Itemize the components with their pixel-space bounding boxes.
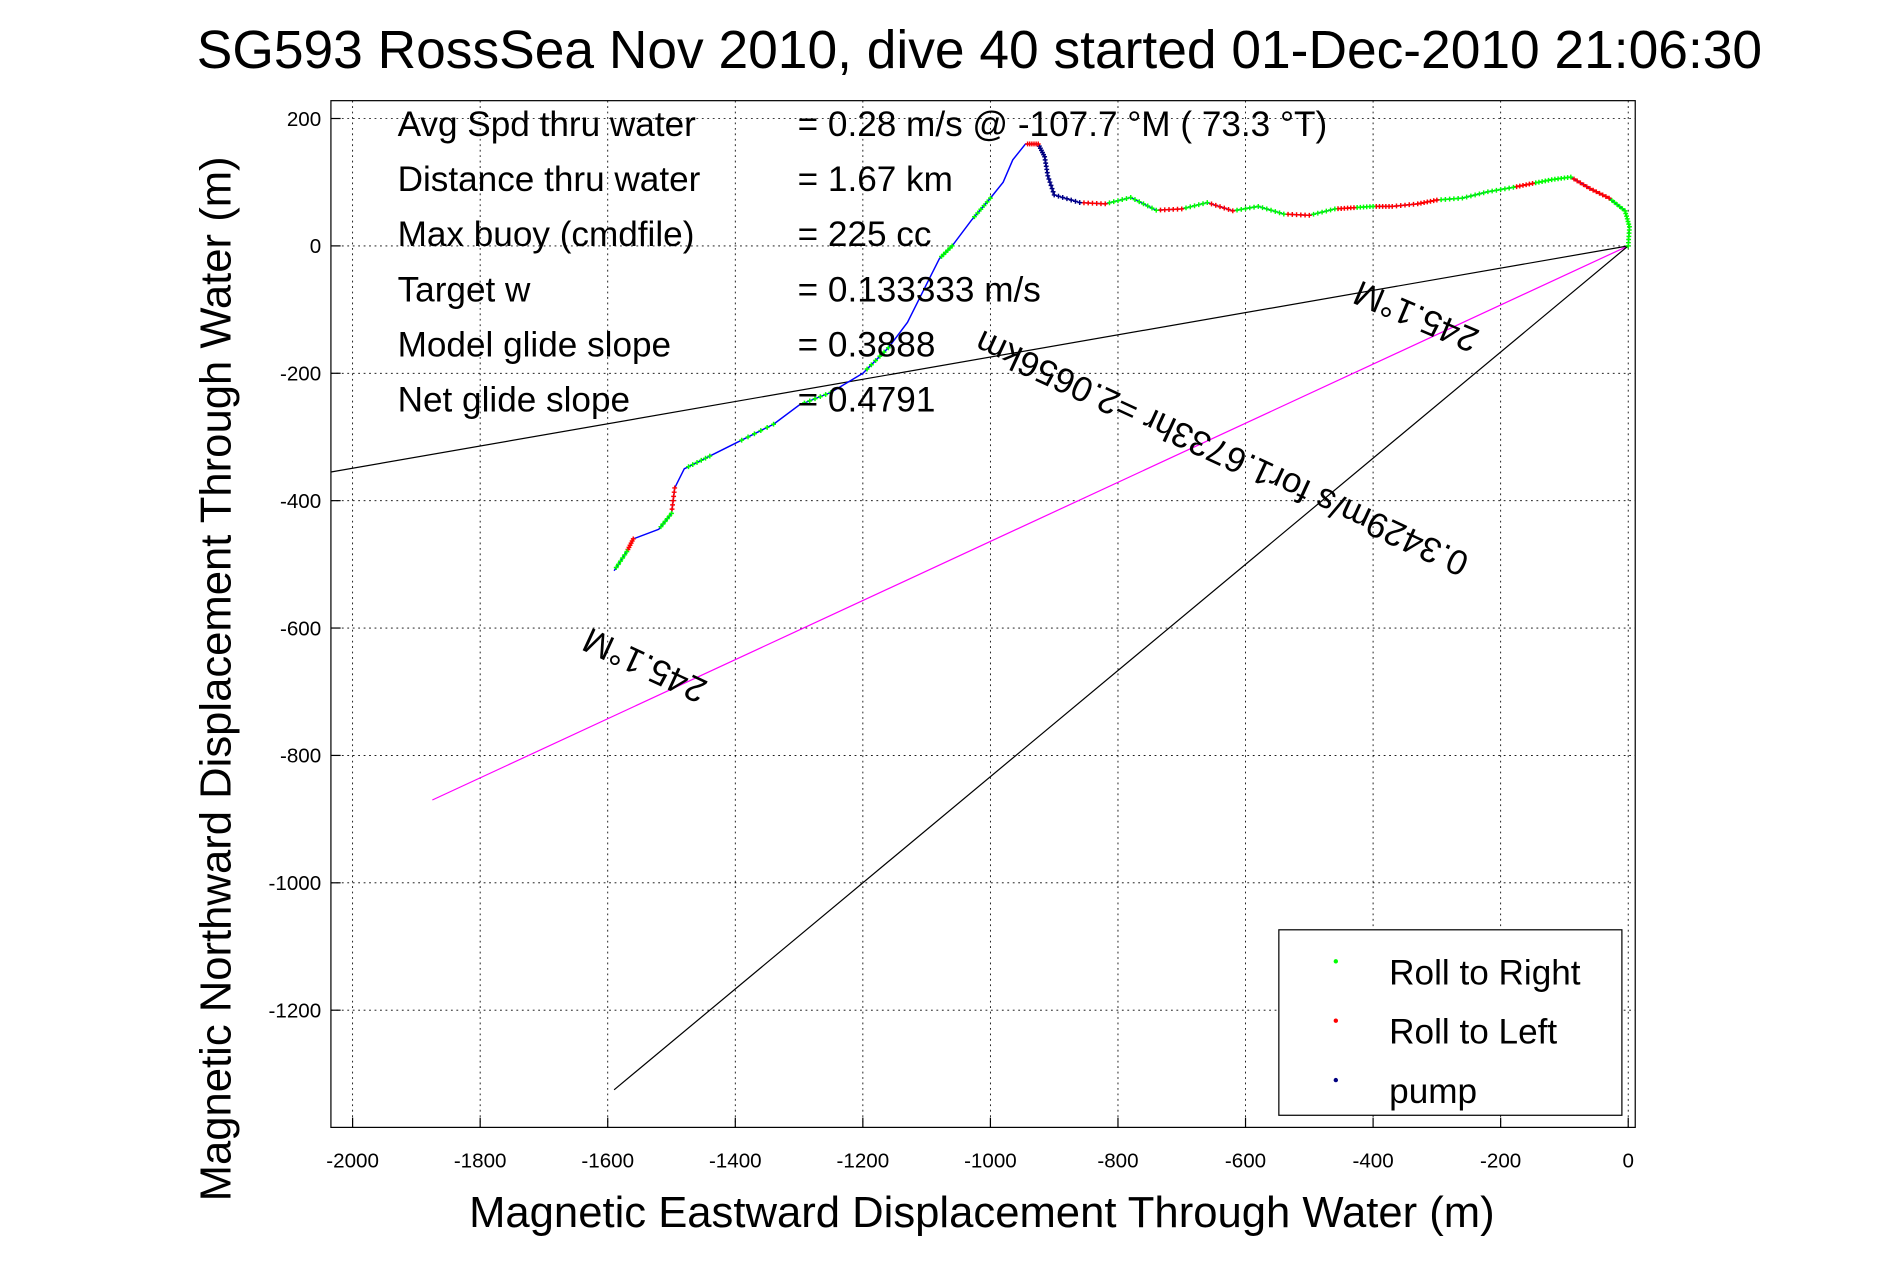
info-label: Net glide slope (398, 381, 630, 420)
current-annotation: 0.3429m/s for1.6733hr =2.0656km (969, 322, 1474, 583)
y-tick-label: -200 (280, 363, 321, 386)
track-marker (1036, 143, 1048, 160)
track-series (613, 141, 1632, 572)
y-tick-label: -1000 (269, 872, 322, 895)
track-marker (1183, 200, 1210, 211)
x-tick-label: -2000 (326, 1149, 379, 1172)
track-marker (939, 243, 955, 259)
info-value: = 0.133333 m/s (798, 270, 1041, 309)
info-value: = 0.3888 (798, 325, 936, 364)
track-marker (1571, 176, 1593, 191)
track-marker (1354, 203, 1376, 210)
track-marker (1311, 206, 1338, 217)
y-axis-ticks: 200 0 -200 -400 -600 -800 -1000 -1200 (269, 108, 341, 1022)
track-marker (1552, 174, 1574, 182)
y-tick-label: -1200 (269, 999, 322, 1022)
track-marker (1046, 176, 1057, 198)
track-marker (1609, 197, 1628, 214)
track-marker (1025, 141, 1041, 147)
track-marker (1107, 195, 1134, 206)
info-text-block: Avg Spd thru water = 0.28 m/s @ -107.7 °M… (398, 105, 1328, 420)
info-label: Model glide slope (398, 325, 671, 364)
y-tick-label: -600 (280, 617, 321, 640)
track-marker (1590, 187, 1612, 201)
track-marker (972, 195, 993, 220)
legend-label: Roll to Right (1389, 953, 1581, 992)
track-marker (1042, 157, 1051, 179)
x-tick-label: -200 (1480, 1149, 1521, 1172)
y-tick-label: -400 (280, 490, 321, 513)
track-marker (1081, 200, 1108, 207)
info-value: = 225 cc (798, 215, 932, 254)
x-tick-label: 0 (1622, 1149, 1633, 1172)
y-tick-label: 200 (287, 108, 321, 131)
legend-marker-0 (1333, 959, 1339, 964)
x-axis-label: Magnetic Eastward Displacement Through W… (469, 1189, 1495, 1237)
legend-label: pump (1389, 1072, 1477, 1111)
track-marker (1394, 201, 1421, 209)
heading-line-2 (613, 245, 1629, 1091)
track-marker (658, 510, 674, 530)
track-marker (613, 549, 630, 570)
track-marker (1234, 203, 1261, 213)
track-marker (1464, 189, 1491, 200)
track-marker (1438, 195, 1465, 203)
track-marker (669, 485, 678, 512)
track-marker (1260, 205, 1287, 217)
x-tick-label: -800 (1097, 1149, 1138, 1172)
info-label: Target w (398, 270, 531, 309)
x-tick-label: -400 (1352, 1149, 1393, 1172)
x-tick-label: -600 (1225, 1149, 1266, 1172)
info-label: Avg Spd thru water (398, 105, 697, 144)
legend-marker-2 (1333, 1077, 1339, 1083)
legend-marker-1 (1333, 1018, 1339, 1023)
reference-lines (330, 245, 1629, 1091)
track-marker (1285, 211, 1312, 218)
track-marker (686, 453, 713, 470)
heading-annotation-lower: 245.1°M (577, 620, 713, 710)
legend: Roll to Right Roll to Left pump (1278, 929, 1623, 1116)
track-marker (1623, 211, 1632, 230)
track-marker (1158, 206, 1185, 213)
track-marker (1056, 193, 1083, 206)
track-marker (1514, 181, 1535, 190)
x-tick-label: -1000 (964, 1149, 1017, 1172)
y-axis-label: Magnetic Northward Displacement Through … (192, 156, 240, 1201)
track-marker (864, 345, 891, 372)
track-marker (1209, 201, 1236, 214)
track-marker (801, 389, 834, 406)
info-value: = 1.67 km (798, 160, 953, 199)
track-marker (1489, 184, 1516, 194)
heading-line-1 (330, 245, 1629, 473)
x-tick-label: -1800 (454, 1149, 507, 1172)
x-tick-label: -1400 (709, 1149, 762, 1172)
legend-label: Roll to Left (1389, 1013, 1557, 1052)
track-marker (1418, 197, 1440, 206)
track-marker (1335, 205, 1357, 212)
info-value: = 0.28 m/s @ -107.7 °M ( 73.3 °T) (798, 105, 1328, 144)
track-line (613, 143, 1631, 572)
x-tick-label: -1200 (837, 1149, 890, 1172)
track-marker (625, 536, 636, 552)
info-value: = 0.4791 (798, 381, 936, 420)
track-marker (739, 421, 776, 443)
track-marker (1533, 177, 1555, 186)
chart-title: SG593 RossSea Nov 2010, dive 40 started … (197, 21, 1762, 80)
track-marker (1132, 197, 1159, 213)
x-tick-label: -1600 (581, 1149, 634, 1172)
grid-lines (330, 100, 1636, 1128)
x-axis-ticks: -2000 -1800 -1600 -1400 -1200 -1000 -800 -600 -4… (326, 1117, 1634, 1172)
y-tick-label: -800 (280, 745, 321, 768)
info-label: Max buoy (cmdfile) (398, 215, 695, 254)
current-line (432, 245, 1629, 801)
y-tick-label: 0 (310, 235, 321, 258)
track-marker (1625, 227, 1632, 249)
plot-area (330, 100, 1636, 1128)
track-marker (1373, 203, 1395, 209)
heading-annotation-upper: 245.1°M (1348, 273, 1484, 360)
info-label: Distance thru water (398, 160, 701, 199)
